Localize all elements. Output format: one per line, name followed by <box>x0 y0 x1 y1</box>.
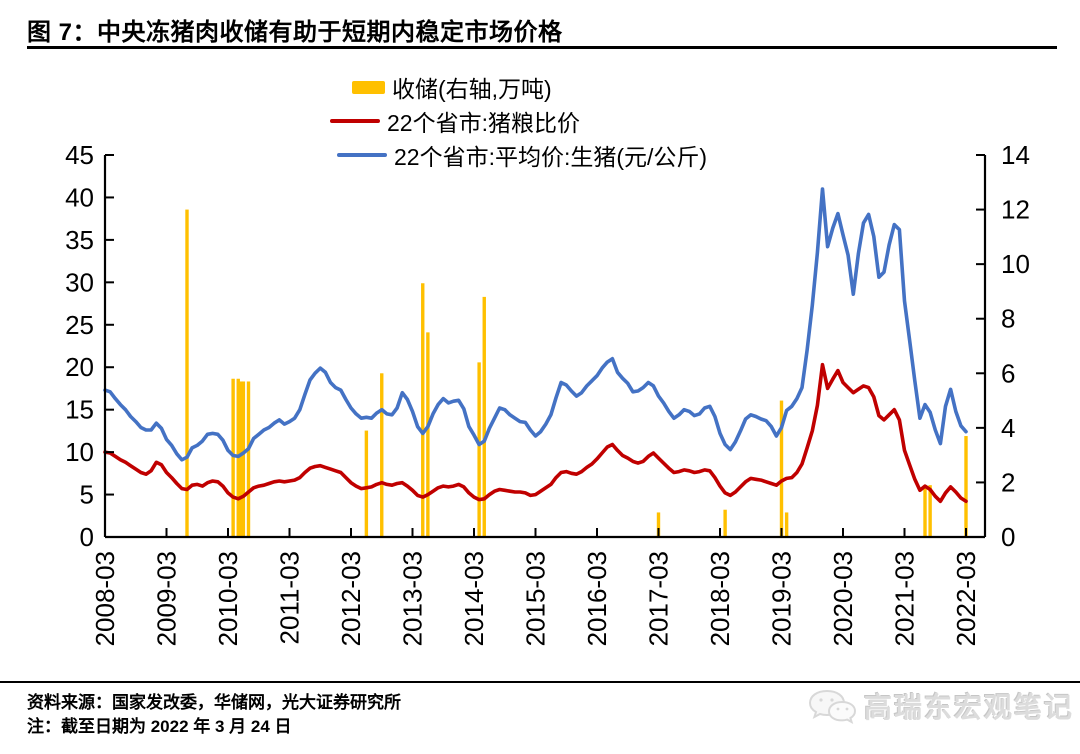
reserve-bar <box>964 436 968 537</box>
reserve-bar <box>246 381 251 537</box>
watermark: 高瑞东宏观笔记 <box>806 686 1074 726</box>
reserve-bar <box>241 381 246 537</box>
reserve-bar <box>779 400 784 537</box>
left-axis-tick-label: 40 <box>65 182 94 212</box>
x-axis-tick-label: 2022-03 <box>951 551 981 646</box>
right-axis-tick-label: 6 <box>1001 358 1015 388</box>
pig-grain-ratio-line-swatch <box>330 119 380 123</box>
legend-label-hog-price: 22个省市:平均价:生猪(元/公斤) <box>394 144 708 170</box>
date-note: 注：截至日期为 2022 年 3 月 24 日 <box>27 717 292 736</box>
left-axis-tick-label: 0 <box>80 522 94 552</box>
x-axis-tick-label: 2010-03 <box>213 551 243 646</box>
left-axis-tick-label: 10 <box>65 437 94 467</box>
reserve-bar <box>231 378 235 537</box>
hog-price-line-swatch <box>337 153 387 157</box>
right-axis-tick-label: 4 <box>1001 413 1015 443</box>
chart-legend: 收储(右轴,万吨) 22个省市:猪粮比价 22个省市:平均价:生猪(元/公斤) <box>325 70 707 172</box>
right-axis-tick-label: 0 <box>1001 522 1015 552</box>
source-note: 资料来源：国家发改委，华储网，光大证券研究所 <box>27 693 401 712</box>
left-axis-tick-label: 20 <box>65 352 94 382</box>
reserve-bar <box>364 430 369 537</box>
right-axis-tick-label: 10 <box>1001 249 1030 279</box>
x-axis-tick-label: 2009-03 <box>152 551 182 646</box>
reserve-bar <box>482 296 486 537</box>
watermark-text: 高瑞东宏观笔记 <box>863 692 1074 723</box>
x-axis-tick-label: 2012-03 <box>336 551 366 646</box>
reserve-bar <box>656 512 661 537</box>
left-axis-tick-label: 25 <box>65 310 94 340</box>
x-axis-tick-label: 2016-03 <box>582 551 612 646</box>
x-axis-tick-label: 2020-03 <box>828 551 858 646</box>
legend-item-reserve: 收储(右轴,万吨) <box>325 70 707 104</box>
reserve-bar <box>421 283 425 537</box>
x-axis-tick-label: 2008-03 <box>90 551 120 646</box>
reserve-bar <box>185 209 189 538</box>
reserve-bar <box>239 381 243 537</box>
x-axis-tick-label: 2015-03 <box>521 551 551 646</box>
left-axis-tick-label: 45 <box>65 140 94 170</box>
right-axis-tick-label: 12 <box>1001 195 1030 225</box>
right-axis-tick-label: 2 <box>1001 467 1015 497</box>
right-axis-tick-label: 8 <box>1001 304 1015 334</box>
x-axis-tick-label: 2011-03 <box>275 551 305 645</box>
chart-title: 图 7：中央冻猪肉收储有助于短期内稳定市场价格 <box>27 19 563 46</box>
x-axis-tick-label: 2017-03 <box>644 551 674 646</box>
x-axis-tick-label: 2014-03 <box>459 551 489 646</box>
left-axis-tick-label: 35 <box>65 225 94 255</box>
x-axis-tick-label: 2013-03 <box>398 551 428 646</box>
reserve-bar <box>723 509 727 537</box>
reserve-bar <box>426 332 430 537</box>
reserve-bar <box>380 373 384 537</box>
wechat-icon <box>808 689 856 724</box>
right-axis-tick-label: 14 <box>1001 140 1030 170</box>
x-axis-tick-label: 2019-03 <box>767 551 797 646</box>
legend-label-reserve: 收储(右轴,万吨) <box>392 76 552 102</box>
reserve-bar <box>923 485 927 537</box>
footer-divider <box>0 681 1080 683</box>
pig-grain-ratio-line <box>103 362 968 504</box>
left-axis-tick-label: 30 <box>65 267 94 297</box>
x-axis-tick-label: 2021-03 <box>890 551 920 646</box>
x-axis-tick-label: 2018-03 <box>705 551 735 646</box>
title-divider <box>27 46 1057 49</box>
left-axis-tick-label: 5 <box>80 480 94 510</box>
legend-item-hog-price: 22个省市:平均价:生猪(元/公斤) <box>325 138 707 172</box>
reserve-bar <box>477 362 481 537</box>
reserve-bar <box>784 512 789 537</box>
left-axis-tick-label: 15 <box>65 395 94 425</box>
reserve-bar <box>928 485 932 537</box>
reserve-bar-swatch <box>352 80 385 94</box>
hog-price-line <box>103 187 968 462</box>
legend-item-pig-grain-ratio: 22个省市:猪粮比价 <box>325 104 707 138</box>
legend-label-pig-grain-ratio: 22个省市:猪粮比价 <box>387 110 580 136</box>
